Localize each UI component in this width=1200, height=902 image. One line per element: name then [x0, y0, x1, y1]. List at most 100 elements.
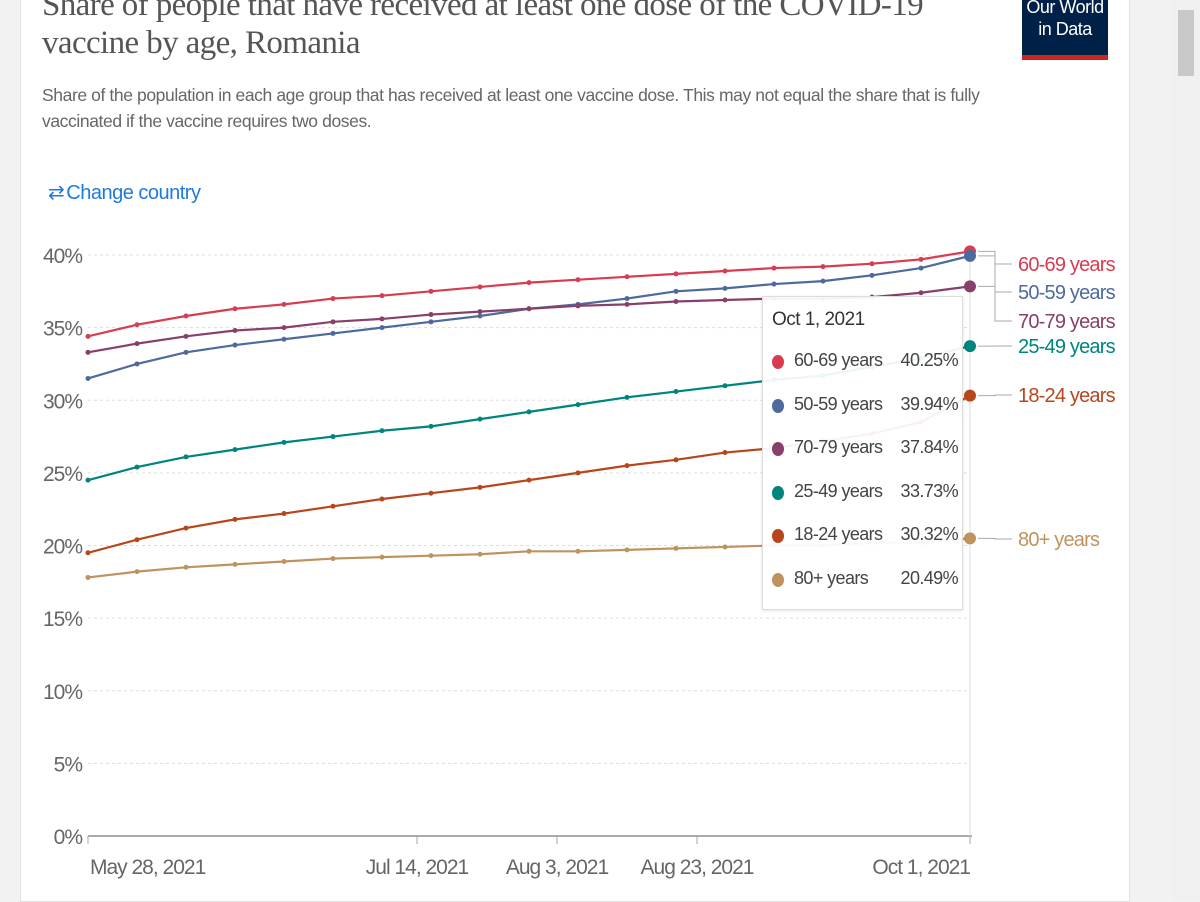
data-point: [233, 328, 238, 333]
data-point: [625, 274, 630, 279]
data-point: [723, 450, 728, 455]
data-point: [184, 565, 189, 570]
data-point: [723, 383, 728, 388]
data-point: [527, 478, 532, 483]
data-point: [527, 409, 532, 414]
tooltip-date: Oct 1, 2021: [772, 309, 865, 331]
end-label: 70-79 years: [1018, 311, 1116, 333]
data-point: [331, 331, 336, 336]
data-point: [184, 334, 189, 339]
data-point: [674, 299, 679, 304]
data-point: [674, 289, 679, 294]
data-point: [86, 350, 91, 355]
data-point: [576, 402, 581, 407]
data-point: [86, 478, 91, 483]
x-tick-label: Oct 1, 2021: [872, 856, 970, 879]
data-point: [478, 284, 483, 289]
data-point: [429, 491, 434, 496]
y-tick-label: 35%: [43, 318, 82, 341]
tooltip-series-label: 50-59 years: [794, 394, 882, 415]
series-color-dot-icon: [772, 355, 784, 369]
data-point: [527, 549, 532, 554]
tooltip-row: 60-69 years 40.25%: [772, 350, 958, 374]
data-point: [233, 517, 238, 522]
data-point: [870, 273, 875, 278]
data-point: [723, 286, 728, 291]
data-point: [527, 306, 532, 311]
data-point: [429, 312, 434, 317]
data-point: [674, 389, 679, 394]
data-point: [478, 309, 483, 314]
y-tick-label: 30%: [43, 390, 82, 413]
data-point: [625, 296, 630, 301]
data-point: [233, 306, 238, 311]
data-point: [772, 266, 777, 271]
data-point: [331, 556, 336, 561]
series-color-dot-icon: [772, 399, 784, 413]
end-label: 25-49 years: [1018, 336, 1116, 358]
y-tick-label: 10%: [43, 681, 82, 704]
data-point: [331, 434, 336, 439]
data-point: [331, 319, 336, 324]
leader-line: [978, 395, 1012, 396]
data-point: [380, 555, 385, 560]
y-tick-label: 20%: [43, 536, 82, 559]
data-point: [478, 552, 483, 557]
data-point: [282, 440, 287, 445]
data-point: [380, 316, 385, 321]
y-tick-label: 40%: [43, 245, 82, 268]
data-point: [674, 271, 679, 276]
data-point: [576, 470, 581, 475]
data-point: [380, 325, 385, 330]
tooltip-series-value: 33.73%: [901, 481, 958, 502]
data-point: [576, 303, 581, 308]
data-point: [86, 550, 91, 555]
data-point: [331, 296, 336, 301]
tooltip-series-label: 80+ years: [794, 568, 868, 589]
data-point: [135, 465, 140, 470]
data-point: [723, 268, 728, 273]
data-point: [478, 417, 483, 422]
data-point: [964, 532, 976, 544]
data-point: [919, 257, 924, 262]
data-point: [625, 302, 630, 307]
data-point: [964, 340, 976, 352]
data-point: [184, 526, 189, 531]
data-point: [964, 250, 976, 262]
data-point: [821, 279, 826, 284]
data-point: [86, 334, 91, 339]
x-tick-label: Jul 14, 2021: [366, 856, 469, 879]
data-point: [282, 302, 287, 307]
data-point: [772, 282, 777, 287]
data-point: [331, 504, 336, 509]
data-point: [233, 447, 238, 452]
tooltip-series-label: 18-24 years: [794, 524, 882, 545]
data-point: [674, 457, 679, 462]
data-point: [870, 261, 875, 266]
end-label: 60-69 years: [1018, 254, 1116, 276]
series-color-dot-icon: [772, 573, 784, 587]
tooltip-series-label: 60-69 years: [794, 350, 882, 371]
data-point: [233, 562, 238, 567]
scrollbar[interactable]: [1172, 0, 1200, 900]
scrollbar-thumb[interactable]: [1178, 10, 1194, 76]
end-label: 80+ years: [1018, 529, 1100, 551]
y-tick-label: 0%: [54, 826, 83, 849]
data-point: [576, 277, 581, 282]
series-color-dot-icon: [772, 442, 784, 456]
tooltip-series-value: 40.25%: [901, 350, 958, 371]
data-point: [821, 264, 826, 269]
end-label: 18-24 years: [1018, 385, 1116, 407]
data-point: [282, 511, 287, 516]
tooltip-series-label: 70-79 years: [794, 437, 882, 458]
data-point: [964, 280, 976, 292]
data-point: [282, 337, 287, 342]
data-point: [625, 547, 630, 552]
data-point: [184, 454, 189, 459]
series-color-dot-icon: [772, 486, 784, 500]
